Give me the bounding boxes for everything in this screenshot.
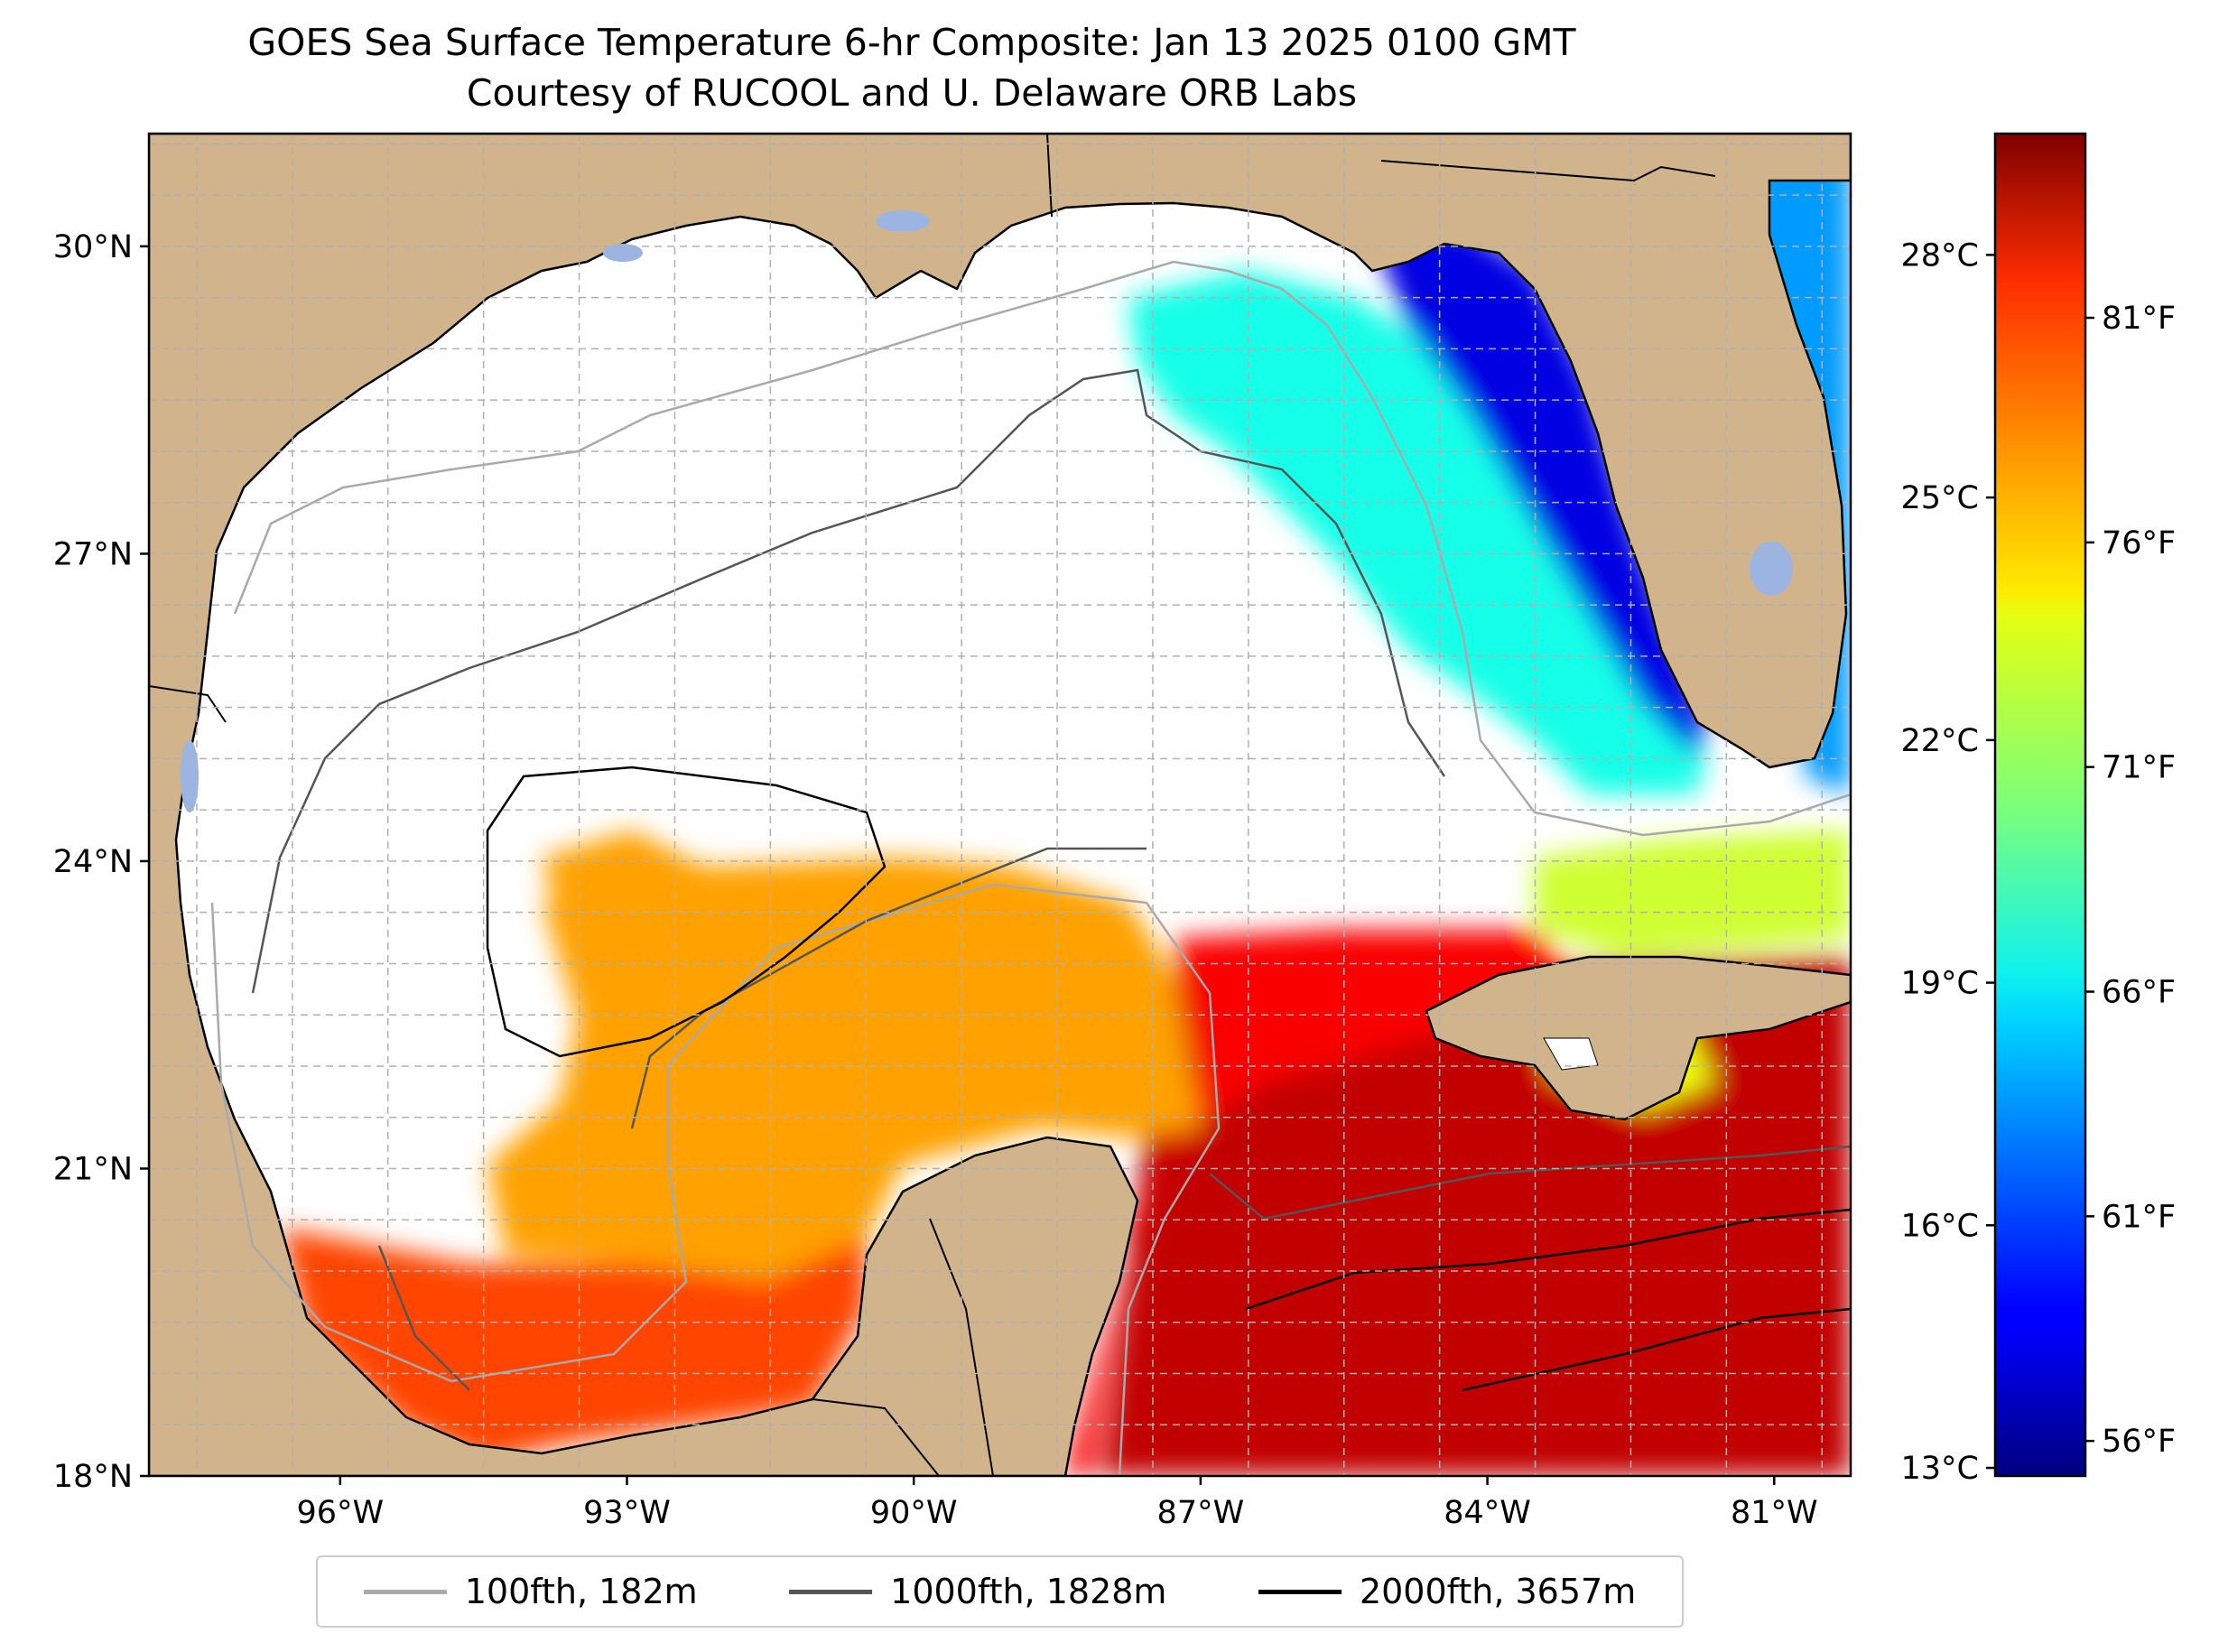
- colorbar-celsius-label: 16°C: [1901, 1208, 1979, 1244]
- lat-tick-label: 21°N: [53, 1151, 133, 1187]
- legend-swatch-1000fth: [789, 1589, 873, 1594]
- sst-region-central-gulf-w: [542, 831, 704, 948]
- colorbar-celsius-label: 13°C: [1901, 1451, 1979, 1487]
- border-state: [1046, 134, 1053, 218]
- chart-subtitle: Courtesy of RUCOOL and U. Delaware ORB L…: [466, 71, 1358, 115]
- lon-tick-label: 81°W: [1731, 1495, 1818, 1531]
- lon-tick-label: 87°W: [1157, 1495, 1245, 1531]
- sst-region-bay-of-campeche: [280, 1174, 867, 1462]
- colorbar-celsius-label: 25°C: [1901, 480, 1979, 516]
- lon-tick-label: 84°W: [1444, 1495, 1531, 1531]
- lon-tick-label: 93°W: [583, 1495, 671, 1531]
- colorbar-fahrenheit-label: 61°F: [2102, 1199, 2176, 1235]
- sst-region-west-florida-shelf-mid: [1128, 271, 1706, 794]
- lon-tick-label: 96°W: [296, 1495, 384, 1531]
- colorbar-celsius-label: 28°C: [1901, 237, 1979, 274]
- border-guatemala: [812, 1398, 940, 1476]
- land-north-america: [149, 134, 1851, 1476]
- contour-100fth: [210, 260, 1851, 1476]
- lake-okeechobee: [1750, 542, 1793, 596]
- contour-legend: 100fth, 182m 1000fth, 1828m 2000fth, 365…: [316, 1555, 1684, 1628]
- legend-swatch-100fth: [363, 1589, 447, 1594]
- colorbar-fahrenheit-label: 76°F: [2102, 525, 2176, 561]
- legend-swatch-2000fth: [1258, 1589, 1342, 1594]
- border-fl-ga: [1380, 160, 1716, 182]
- contour-2000fth: [486, 766, 1851, 1392]
- colorbar-fahrenheit-label: 81°F: [2102, 301, 2176, 337]
- lake-pontchartrain: [876, 210, 930, 232]
- lat-tick-label: 18°N: [53, 1459, 133, 1495]
- map-frame: [147, 132, 1852, 1478]
- colorbar-fahrenheit-label: 66°F: [2102, 975, 2176, 1011]
- gridlines: [149, 134, 1851, 1476]
- legend-label-1000fth: 1000fth, 1828m: [890, 1572, 1167, 1611]
- legend-item-1000fth: 1000fth, 1828m: [789, 1572, 1166, 1611]
- lon-tick-label: 90°W: [870, 1495, 958, 1531]
- lake-texas: [603, 244, 643, 262]
- colorbar-fahrenheit-label: 56°F: [2102, 1424, 2176, 1460]
- colorbar-celsius-label: 22°C: [1901, 723, 1979, 759]
- legend-item-100fth: 100fth, 182m: [363, 1572, 698, 1611]
- colorbar-celsius-label: 19°C: [1901, 966, 1979, 1002]
- sst-region-eastern-gulf-offshore: [1535, 831, 1851, 957]
- colorbar-gradient: [1993, 132, 2087, 1478]
- land-isla-juventud: [1543, 1037, 1599, 1071]
- border-yucatan: [929, 1218, 994, 1476]
- colorbar-fahrenheit-label: 71°F: [2102, 750, 2176, 786]
- land-cuba: [1425, 955, 1851, 1121]
- contour-1000fth: [251, 368, 1851, 1391]
- lat-tick-label: 24°N: [53, 844, 133, 880]
- chart-title: GOES Sea Surface Temperature 6-hr Compos…: [247, 21, 1576, 64]
- legend-item-2000fth: 2000fth, 3657m: [1258, 1572, 1636, 1611]
- border-us-mexico: [149, 685, 227, 723]
- lat-tick-label: 27°N: [53, 536, 133, 572]
- legend-label-2000fth: 2000fth, 3657m: [1359, 1572, 1637, 1611]
- legend-label-100fth: 100fth, 182m: [464, 1572, 698, 1611]
- lat-tick-label: 30°N: [53, 229, 133, 265]
- sst-region-west-florida-shelf-cold: [1372, 226, 1706, 758]
